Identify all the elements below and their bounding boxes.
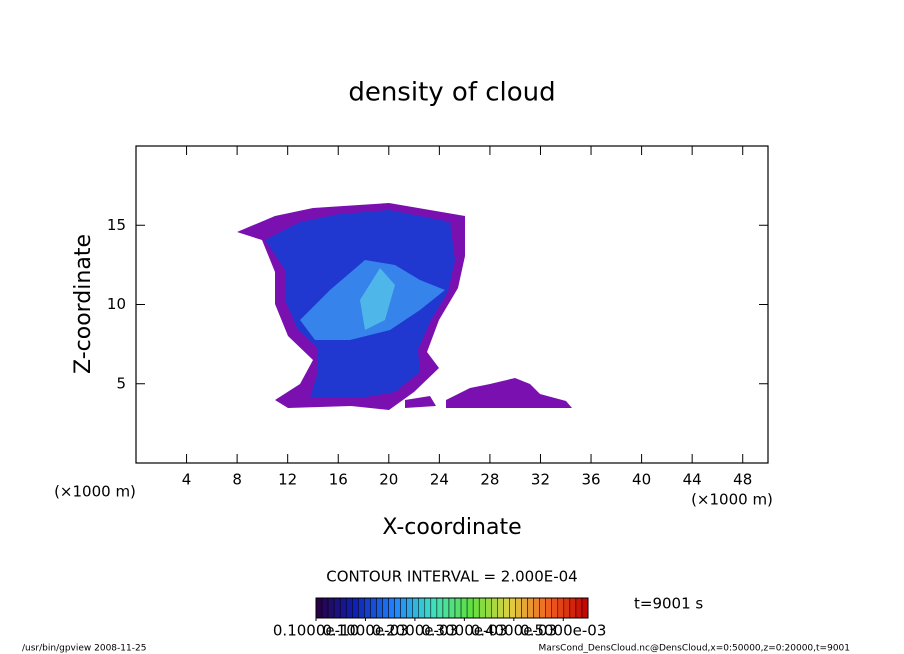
- x-tick-label: 32: [531, 471, 550, 489]
- colorbar-segment: [581, 597, 589, 619]
- colorbar-segment: [400, 597, 407, 619]
- colorbar-segment: [358, 597, 365, 619]
- plot-frame: [135, 145, 769, 464]
- colorbar-segment: [388, 597, 395, 619]
- colorbar-segment: [466, 597, 474, 619]
- colorbar-segment: [412, 597, 420, 619]
- colorbar-segment: [509, 597, 516, 619]
- colorbar-segment: [515, 597, 522, 619]
- colorbar-tick-label: 0.1000e-10: [273, 622, 359, 640]
- x-unit: (×1000 m): [691, 491, 773, 509]
- colorbar-segment: [376, 597, 383, 619]
- time-label: t=9001 s: [634, 595, 703, 613]
- cloud-core: [360, 268, 395, 330]
- colorbar-tick-label: 0.3000e-03: [421, 622, 507, 640]
- footer-left: /usr/bin/gpview 2008-11-25: [22, 644, 146, 654]
- colorbar-segment: [448, 597, 456, 619]
- colorbar-segment: [321, 597, 329, 619]
- footer-right: MarsCond_DensCloud.nc@DensCloud,x=0:5000…: [539, 644, 851, 654]
- colorbar-segment: [484, 597, 492, 619]
- colorbar-segment: [436, 597, 444, 619]
- colorbar-segment: [424, 597, 432, 619]
- colorbar-segment: [333, 597, 341, 619]
- colorbar-segment: [394, 597, 401, 619]
- x-tick-label: 28: [480, 471, 499, 489]
- colorbar-tick-label: 0.4000e-03: [471, 622, 557, 640]
- colorbar-segment: [539, 597, 546, 619]
- colorbar-segment: [418, 597, 426, 619]
- x-tick-label: 4: [182, 471, 192, 489]
- colorbar-segment: [569, 597, 577, 619]
- colorbar-segment: [521, 597, 528, 619]
- cloud-outer: [405, 378, 572, 408]
- colorbar-segment: [460, 597, 468, 619]
- colorbar-segment: [551, 597, 559, 619]
- colorbar-segment: [339, 597, 347, 619]
- colorbar-segment: [352, 597, 359, 619]
- x-tick-label: 44: [683, 471, 702, 489]
- colorbar-segment: [575, 597, 583, 619]
- colorbar-segment: [430, 597, 438, 619]
- colorbar-tick-label: 0.2000e-03: [372, 622, 458, 640]
- colorbar-segment: [533, 597, 540, 619]
- y-tick-label: 10: [107, 295, 126, 313]
- colorbar-segment: [557, 597, 565, 619]
- colorbar-segment: [545, 597, 552, 619]
- colorbar-segment: [370, 597, 377, 619]
- cloud-field: [237, 203, 572, 410]
- x-tick-label: 12: [278, 471, 297, 489]
- colorbar-segment: [478, 597, 486, 619]
- chart-title: density of cloud: [348, 78, 555, 108]
- colorbar-segment: [491, 597, 498, 619]
- colorbar-segment: [454, 597, 462, 619]
- colorbar-segment: [406, 597, 413, 619]
- colorbar-segment: [345, 597, 353, 619]
- colorbar-segment: [503, 597, 510, 619]
- x-tick-label: 24: [430, 471, 449, 489]
- x-tick-label: 16: [329, 471, 348, 489]
- colorbar-segment: [497, 597, 504, 619]
- colorbar-segment: [527, 597, 534, 619]
- x-unit: (×1000 m): [54, 483, 136, 501]
- y-axis-label: Z-coordinate: [71, 234, 96, 374]
- colorbar-segment: [442, 597, 450, 619]
- colorbar-tick-label: 0.1000e-03: [322, 622, 408, 640]
- contour-interval: CONTOUR INTERVAL = 2.000E-04: [326, 568, 577, 586]
- colorbar-segment: [382, 597, 389, 619]
- x-tick-label: 8: [232, 471, 242, 489]
- x-tick-label: 36: [581, 471, 600, 489]
- colorbar-segment: [327, 597, 335, 619]
- x-tick-label: 20: [379, 471, 398, 489]
- colorbar-segment: [472, 597, 480, 619]
- y-tick-label: 15: [107, 216, 126, 234]
- x-tick-label: 48: [733, 471, 752, 489]
- colorbar-segment: [364, 597, 371, 619]
- x-axis-label: X-coordinate: [382, 515, 521, 540]
- y-tick-label: 5: [116, 374, 126, 392]
- colorbar-segment: [563, 597, 571, 619]
- colorbar-tick-label: 0.5000e-03: [520, 622, 606, 640]
- x-tick-label: 40: [632, 471, 651, 489]
- colorbar-segment: [315, 597, 323, 619]
- colorbar-frame: [315, 597, 589, 619]
